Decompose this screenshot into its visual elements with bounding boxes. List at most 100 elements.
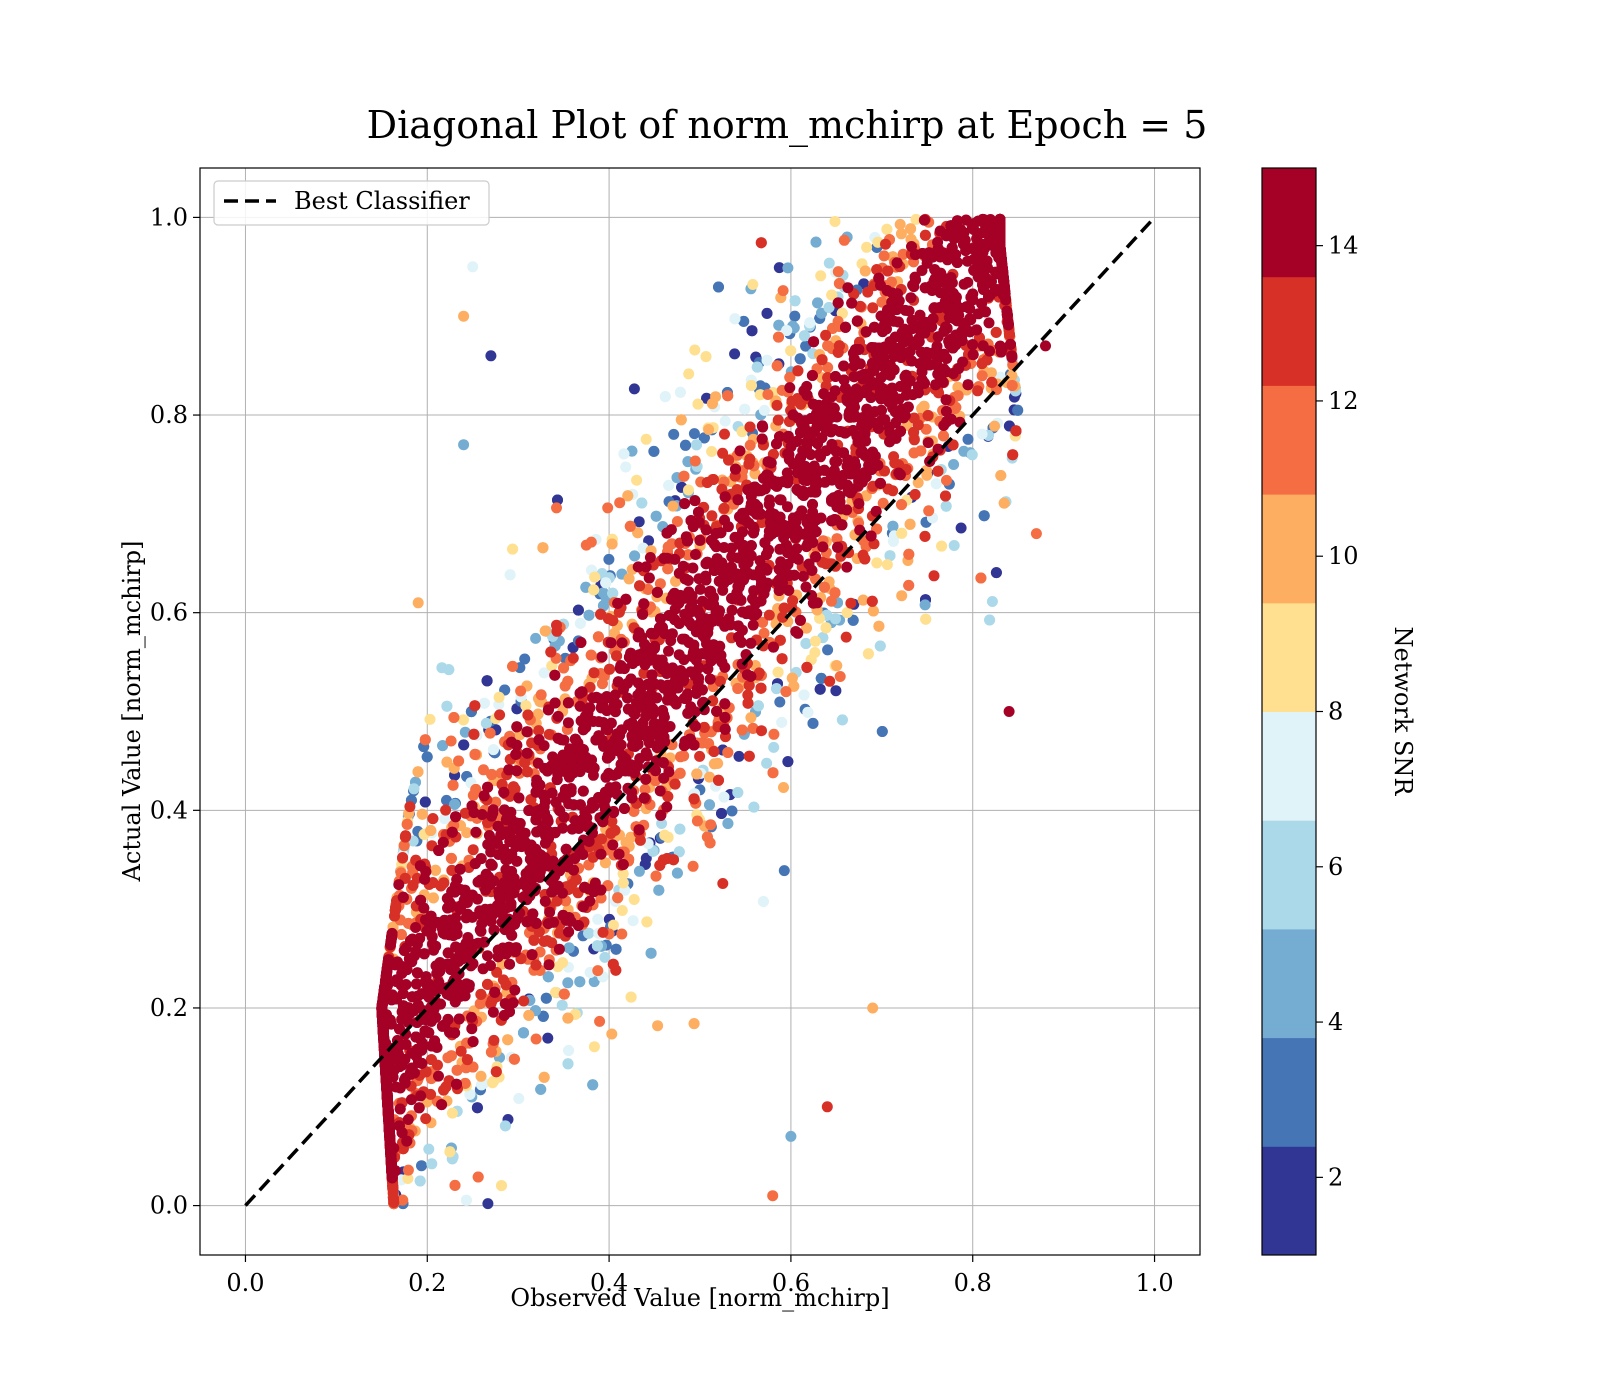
scatter-point xyxy=(659,829,671,841)
scatter-point xyxy=(445,735,457,747)
scatter-point xyxy=(876,726,888,737)
scatter-point xyxy=(698,432,710,444)
scatter-point xyxy=(481,675,493,687)
scatter-point xyxy=(1006,380,1018,391)
scatter-point xyxy=(393,879,405,891)
scatter-point xyxy=(623,573,635,585)
scatter-point xyxy=(446,826,458,838)
scatter-point xyxy=(535,1083,547,1095)
scatter-point xyxy=(767,641,779,653)
scatter-point xyxy=(680,439,691,451)
scatter-point xyxy=(466,1023,478,1035)
scatter-point xyxy=(829,216,841,227)
scatter-point xyxy=(574,617,586,629)
scatter-point xyxy=(674,386,686,398)
scatter-point xyxy=(966,449,978,461)
scatter-point xyxy=(826,595,837,607)
scatter-point xyxy=(787,595,799,607)
scatter-point xyxy=(976,370,988,382)
scatter-point xyxy=(450,811,462,823)
scatter-point xyxy=(962,276,974,288)
scatter-point xyxy=(821,1101,833,1113)
scatter-point xyxy=(444,1146,456,1158)
scatter-point xyxy=(708,746,720,757)
scatter-point xyxy=(944,339,956,351)
scatter-point xyxy=(640,433,652,445)
scatter-point xyxy=(538,667,550,679)
scatter-point xyxy=(838,234,850,246)
scatter-point xyxy=(800,638,812,649)
scatter-point xyxy=(986,596,998,607)
scatter-point xyxy=(523,1009,535,1021)
scatter-point xyxy=(706,510,718,522)
scatter-point xyxy=(633,865,645,877)
scatter-point xyxy=(780,686,792,698)
scatter-point xyxy=(773,319,785,331)
scatter-point xyxy=(632,527,644,539)
scatter-point xyxy=(882,265,894,277)
scatter-point xyxy=(744,439,756,451)
scatter-point xyxy=(691,439,702,451)
scatter-point xyxy=(604,663,615,675)
scatter-point xyxy=(881,223,893,235)
scatter-point xyxy=(679,498,691,510)
scatter-point xyxy=(669,778,681,790)
scatter-point xyxy=(603,553,615,565)
scatter-point xyxy=(458,310,470,322)
scatter-point xyxy=(513,792,525,804)
scatter-point xyxy=(652,1020,664,1032)
scatter-point xyxy=(618,448,630,460)
scatter-point xyxy=(833,278,845,289)
scatter-point xyxy=(776,653,788,665)
scatter-point xyxy=(938,430,949,442)
scatter-point xyxy=(784,382,796,394)
scatter-point xyxy=(551,502,562,514)
scatter-point xyxy=(575,637,587,648)
scatter-point xyxy=(530,1033,542,1045)
scatter-point xyxy=(499,1120,511,1132)
scatter-point xyxy=(550,986,561,998)
scatter-point xyxy=(767,767,779,779)
scatter-point xyxy=(460,1194,472,1206)
scatter-point xyxy=(425,1054,437,1066)
scatter-point xyxy=(995,470,1007,481)
scatter-point xyxy=(617,877,629,889)
scatter-point xyxy=(469,700,481,712)
scatter-point xyxy=(620,461,632,473)
scatter-point xyxy=(606,538,618,550)
scatter-point xyxy=(873,272,885,284)
scatter-point xyxy=(771,360,783,372)
scatter-point xyxy=(487,1077,499,1089)
scatter-point xyxy=(562,1012,574,1024)
scatter-point xyxy=(476,1079,487,1091)
scatter-point xyxy=(761,757,773,769)
scatter-point xyxy=(615,660,627,672)
scatter-point xyxy=(572,604,584,616)
scatter-point xyxy=(905,223,917,235)
scatter-point xyxy=(1030,528,1042,540)
scatter-point xyxy=(599,857,611,869)
scatter-point xyxy=(822,362,834,373)
scatter-point xyxy=(563,942,575,954)
scatter-point xyxy=(958,445,970,457)
scatter-point xyxy=(609,824,621,836)
scatter-point xyxy=(923,505,935,517)
scatter-point xyxy=(822,644,834,656)
scatter-point xyxy=(583,609,595,621)
scatter-point xyxy=(804,317,816,329)
scatter-point xyxy=(807,717,819,729)
scatter-point xyxy=(816,354,828,366)
scatter-point xyxy=(887,535,899,547)
scatter-point xyxy=(802,706,814,718)
scatter-point xyxy=(894,218,906,230)
scatter-point xyxy=(539,625,551,637)
scatter-point xyxy=(408,783,420,795)
scatter-point xyxy=(792,365,804,377)
scatter-point xyxy=(687,860,699,872)
scatter-point xyxy=(610,943,622,955)
scatter-point xyxy=(608,919,619,931)
scatter-point xyxy=(903,548,915,560)
scatter-point xyxy=(656,818,668,829)
scatter-point xyxy=(631,474,643,486)
scatter-point xyxy=(445,1050,457,1062)
